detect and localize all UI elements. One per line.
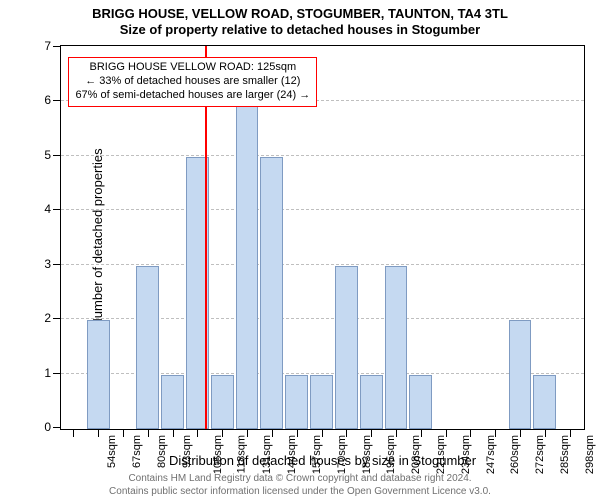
chart-title: BRIGG HOUSE, VELLOW ROAD, STOGUMBER, TAU… [0,0,600,39]
histogram-bar [236,102,259,429]
y-tick-label: 3 [44,257,51,271]
x-tick [371,429,372,437]
x-tick [73,429,74,437]
x-tick [545,429,546,437]
x-tick [346,429,347,437]
x-tick [421,429,422,437]
footer-line-2: Contains public sector information licen… [0,486,600,499]
title-line-2: Size of property relative to detached ho… [0,22,600,38]
y-tick-label: 0 [44,420,51,434]
histogram-bar [385,266,408,429]
callout-line: ← 33% of detached houses are smaller (12… [75,75,310,89]
x-tick [123,429,124,437]
y-tick [53,373,61,374]
x-tick [98,429,99,437]
gridline [61,209,584,210]
histogram-bar [310,375,333,429]
chart-container: BRIGG HOUSE, VELLOW ROAD, STOGUMBER, TAU… [0,0,600,500]
gridline [61,155,584,156]
histogram-bar [87,320,110,429]
footer-line-1: Contains HM Land Registry data © Crown c… [0,473,600,486]
y-tick-label: 5 [44,148,51,162]
histogram-bar [161,375,184,429]
y-tick [53,100,61,101]
x-tick-label: 298sqm [584,435,596,474]
x-tick [197,429,198,437]
x-tick [148,429,149,437]
y-tick-label: 4 [44,202,51,216]
callout-line: 67% of semi-detached houses are larger (… [75,89,310,103]
y-tick-label: 1 [44,366,51,380]
histogram-bar [360,375,383,429]
x-tick [396,429,397,437]
y-tick [53,209,61,210]
x-tick [272,429,273,437]
x-axis-label: Distribution of detached houses by size … [60,453,585,468]
plot-rect: 0123456754sqm67sqm80sqm93sqm105sqm118sqm… [60,45,585,430]
x-tick [495,429,496,437]
histogram-bar [285,375,308,429]
y-tick-label: 6 [44,93,51,107]
y-tick-label: 2 [44,311,51,325]
histogram-bar [533,375,556,429]
x-tick [520,429,521,437]
gridline [61,264,584,265]
title-line-1: BRIGG HOUSE, VELLOW ROAD, STOGUMBER, TAU… [0,6,600,22]
x-tick [446,429,447,437]
x-tick [297,429,298,437]
x-tick [322,429,323,437]
x-tick [470,429,471,437]
histogram-bar [136,266,159,429]
callout-box: BRIGG HOUSE VELLOW ROAD: 125sqm← 33% of … [68,57,317,106]
y-tick-label: 7 [44,39,51,53]
plot-area: Number of detached properties 0123456754… [60,45,585,430]
x-tick [247,429,248,437]
x-tick [222,429,223,437]
histogram-bar [260,157,283,429]
callout-line: BRIGG HOUSE VELLOW ROAD: 125sqm [75,61,310,75]
histogram-bar [211,375,234,429]
y-tick [53,318,61,319]
y-tick [53,46,61,47]
histogram-bar [335,266,358,429]
x-tick [570,429,571,437]
y-tick [53,264,61,265]
y-tick [53,427,61,428]
histogram-bar [409,375,432,429]
histogram-bar [509,320,532,429]
x-tick [173,429,174,437]
y-tick [53,155,61,156]
footer-attribution: Contains HM Land Registry data © Crown c… [0,473,600,498]
